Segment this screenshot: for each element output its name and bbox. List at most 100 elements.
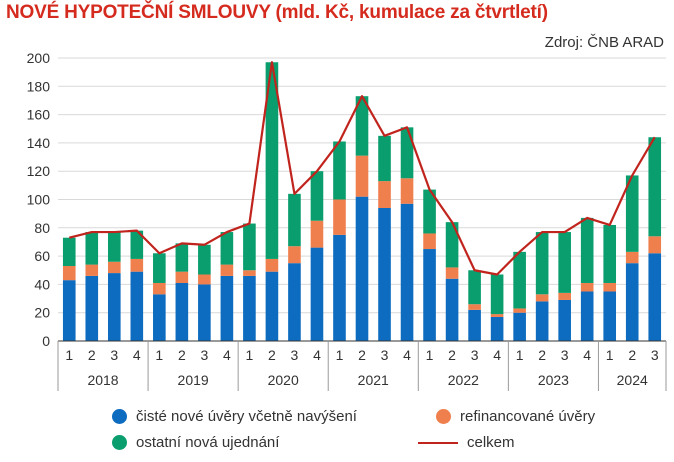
bar-segment-ciste-nove-uvery	[333, 234, 346, 341]
x-tick-label: 4	[223, 347, 231, 363]
bar-segment-ostatni-nova-ujednani	[400, 127, 414, 179]
x-tick-label: 4	[403, 347, 411, 363]
x-tick-label: 2	[178, 347, 186, 363]
bar-segment-ciste-nove-uvery	[468, 309, 481, 341]
year-label: 2021	[358, 372, 389, 388]
bar-segment-refinancovane-uvery	[423, 233, 436, 250]
x-tick-label: 3	[200, 347, 208, 363]
legend-swatch-line	[418, 441, 458, 444]
bar-segment-ostatni-nova-ujednani	[62, 237, 76, 267]
x-tick-label: 4	[493, 347, 501, 363]
bar-segment-refinancovane-uvery	[400, 178, 414, 204]
bar-segment-refinancovane-uvery	[333, 199, 346, 235]
year-label: 2024	[617, 372, 648, 388]
bar-segment-ostatni-nova-ujednani	[243, 223, 256, 271]
legend-item-refinancovane-uvery: refinancované úvěry	[436, 408, 595, 425]
x-tick-label: 3	[291, 347, 299, 363]
bar-segment-refinancovane-uvery	[130, 258, 144, 272]
bar-segment-refinancovane-uvery	[355, 155, 369, 197]
y-tick-label: 120	[27, 163, 51, 179]
legend-label-ostatni-nova-ujednani: ostatní nová ujednání	[136, 434, 280, 451]
bar-segment-ostatni-nova-ujednani	[355, 96, 369, 156]
y-tick-label: 60	[34, 248, 50, 264]
x-tick-label: 3	[561, 347, 569, 363]
legend: čisté nové úvěry včetně navýšení refinan…	[0, 402, 674, 462]
legend-swatch-blue	[112, 409, 127, 424]
bar-segment-ostatni-nova-ujednani	[423, 189, 436, 234]
bar-segment-refinancovane-uvery	[175, 271, 189, 283]
bar-segment-refinancovane-uvery	[603, 282, 617, 292]
bar-segment-ciste-nove-uvery	[107, 273, 121, 341]
bar-segment-ostatni-nova-ujednani	[625, 175, 639, 252]
x-tick-label: 1	[516, 347, 524, 363]
bar-segment-ciste-nove-uvery	[198, 284, 211, 341]
bar-segment-refinancovane-uvery	[580, 282, 594, 292]
bar-segment-ostatni-nova-ujednani	[130, 230, 144, 259]
x-tick-label: 2	[268, 347, 276, 363]
x-tick-label: 3	[471, 347, 479, 363]
bar-segment-ostatni-nova-ujednani	[603, 224, 617, 283]
bar-segment-ciste-nove-uvery	[445, 278, 459, 341]
bar-segment-ciste-nove-uvery	[153, 294, 166, 341]
bar-segment-ciste-nove-uvery	[265, 271, 279, 341]
bar-segment-ciste-nove-uvery	[423, 249, 436, 341]
bar-segment-ciste-nove-uvery	[243, 275, 256, 341]
y-tick-label: 100	[27, 192, 51, 208]
bar-segment-ostatni-nova-ujednani	[175, 243, 189, 272]
y-tick-label: 140	[27, 135, 51, 151]
bar-segment-refinancovane-uvery	[648, 236, 662, 254]
x-tick-label: 4	[313, 347, 321, 363]
bar-segment-ostatni-nova-ujednani	[310, 171, 324, 221]
bar-segment-ciste-nove-uvery	[580, 291, 594, 341]
year-label: 2019	[178, 372, 209, 388]
y-tick-label: 80	[34, 220, 50, 236]
bar-segment-ostatni-nova-ujednani	[288, 193, 301, 247]
bar-segment-ostatni-nova-ujednani	[648, 137, 662, 237]
chart-title: NOVÉ HYPOTEČNÍ SMLOUVY (mld. Kč, kumulac…	[6, 2, 548, 23]
bar-segment-ciste-nove-uvery	[355, 196, 369, 341]
year-label: 2020	[268, 372, 299, 388]
legend-label-celkem: celkem	[467, 434, 515, 451]
bar-segment-ciste-nove-uvery	[648, 253, 662, 341]
bar-segment-ostatni-nova-ujednani	[333, 141, 346, 200]
series-line-celkem	[68, 61, 656, 276]
x-tick-label: 1	[246, 347, 254, 363]
bar-segment-ciste-nove-uvery	[62, 280, 76, 341]
x-tick-label: 3	[381, 347, 389, 363]
y-tick-label: 160	[27, 107, 51, 123]
y-tick-label: 180	[27, 78, 51, 94]
bar-segment-ciste-nove-uvery	[513, 312, 526, 341]
legend-swatch-green	[112, 435, 127, 450]
y-tick-label: 0	[42, 333, 50, 349]
bar-segment-ciste-nove-uvery	[310, 247, 324, 341]
x-tick-label: 2	[358, 347, 366, 363]
legend-label-ciste-nove-uvery: čisté nové úvěry včetně navýšení	[136, 408, 357, 425]
bar-segment-refinancovane-uvery	[107, 261, 121, 274]
y-tick-label: 20	[34, 305, 50, 321]
bar-segment-ostatni-nova-ujednani	[535, 232, 549, 295]
x-tick-label: 3	[651, 347, 659, 363]
bar-segment-refinancovane-uvery	[288, 246, 301, 264]
bar-segment-ciste-nove-uvery	[625, 263, 639, 341]
bar-segment-ciste-nove-uvery	[400, 203, 414, 341]
bar-segment-refinancovane-uvery	[153, 282, 166, 295]
bar-segment-refinancovane-uvery	[310, 220, 324, 248]
source-note: Zdroj: ČNB ARAD	[544, 34, 664, 51]
bar-segment-ostatni-nova-ujednani	[513, 251, 526, 309]
x-tick-label: 2	[448, 347, 456, 363]
bar-segment-ciste-nove-uvery	[558, 299, 571, 341]
x-tick-label: 1	[336, 347, 344, 363]
bar-segment-ciste-nove-uvery	[288, 263, 301, 341]
bar-segment-ostatni-nova-ujednani	[198, 244, 211, 275]
year-label: 2023	[538, 372, 569, 388]
legend-item-celkem: celkem	[418, 434, 515, 451]
bar-segment-ostatni-nova-ujednani	[468, 270, 481, 305]
bar-segment-ostatni-nova-ujednani	[445, 222, 459, 268]
x-tick-label: 1	[606, 347, 614, 363]
y-tick-label: 200	[27, 50, 51, 66]
year-label: 2018	[87, 372, 118, 388]
bar-segment-ostatni-nova-ujednani	[490, 274, 504, 315]
bar-segment-ostatni-nova-ujednani	[85, 232, 99, 265]
bar-segment-ciste-nove-uvery	[175, 282, 189, 341]
